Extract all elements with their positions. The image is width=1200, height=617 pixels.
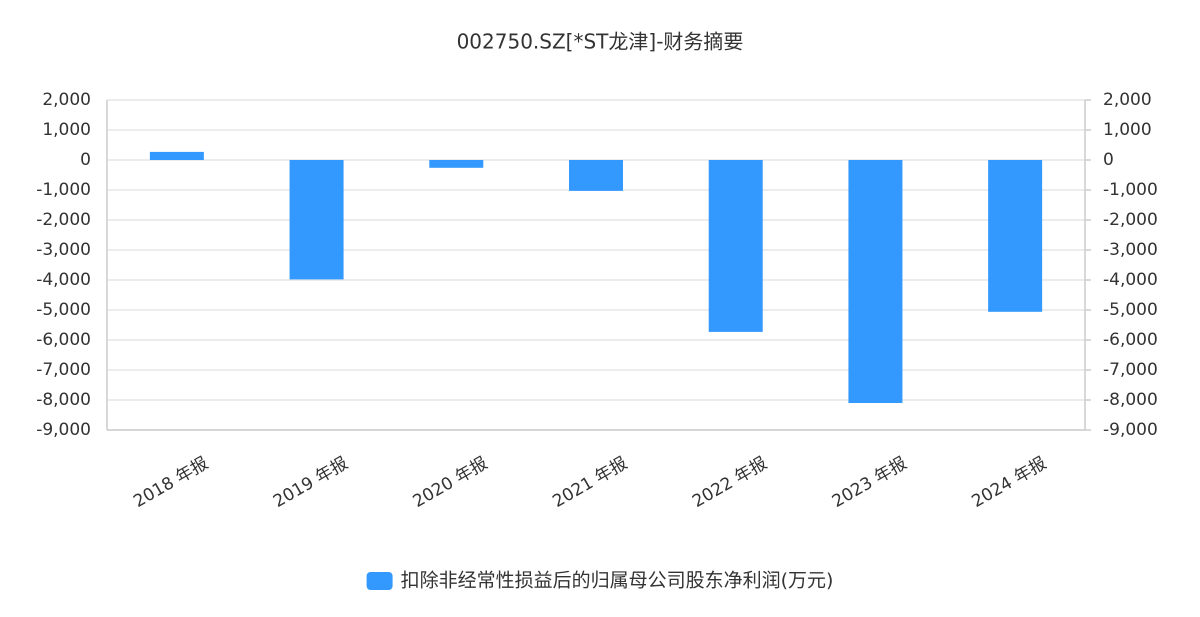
y-tick-label: -8,000 xyxy=(36,390,91,410)
y2-tick-label: 1,000 xyxy=(1103,120,1152,140)
legend-label: 扣除非经常性损益后的归属母公司股东净利润(万元) xyxy=(401,570,834,592)
y-tick-label: 1,000 xyxy=(42,120,91,140)
bar xyxy=(149,151,204,160)
bar xyxy=(569,160,623,191)
bar xyxy=(289,160,344,280)
y2-tick-label: -4,000 xyxy=(1103,270,1158,290)
bar xyxy=(848,160,903,403)
x-tick-label: 2022 年报 xyxy=(689,453,771,512)
y-tick-label: 2,000 xyxy=(42,90,91,110)
y2-tick-label: 2,000 xyxy=(1103,90,1152,110)
y2-tick-label: -7,000 xyxy=(1103,360,1158,380)
bar xyxy=(988,160,1043,312)
y2-tick-label: -3,000 xyxy=(1103,240,1158,260)
y-tick-label: -2,000 xyxy=(36,210,91,230)
y2-tick-label: -8,000 xyxy=(1103,390,1158,410)
x-tick-label: 2019 年报 xyxy=(270,453,352,512)
y-tick-label: -3,000 xyxy=(36,240,91,260)
y-tick-label: -5,000 xyxy=(36,300,91,320)
y2-tick-label: -5,000 xyxy=(1103,300,1158,320)
chart-title: 002750.SZ[*ST龙津]-财务摘要 xyxy=(457,30,744,54)
y-tick-label: -7,000 xyxy=(36,360,91,380)
bar xyxy=(708,160,763,332)
y-tick-label: -9,000 xyxy=(36,420,91,440)
bar xyxy=(429,160,484,168)
x-tick-label: 2018 年报 xyxy=(130,453,212,512)
y-tick-label: -6,000 xyxy=(36,330,91,350)
x-tick-label: 2024 年报 xyxy=(969,453,1051,512)
x-tick-label: 2021 年报 xyxy=(549,453,631,512)
y2-tick-label: -6,000 xyxy=(1103,330,1158,350)
x-tick-label: 2020 年报 xyxy=(410,453,492,512)
y2-tick-label: -9,000 xyxy=(1103,420,1158,440)
legend-swatch xyxy=(366,572,393,590)
y2-tick-label: -2,000 xyxy=(1103,210,1158,230)
y2-tick-label: -1,000 xyxy=(1103,180,1158,200)
y2-tick-label: 0 xyxy=(1103,150,1114,170)
y-tick-label: -1,000 xyxy=(36,180,91,200)
y-tick-label: -4,000 xyxy=(36,270,91,290)
x-tick-label: 2023 年报 xyxy=(829,453,911,512)
y-tick-label: 0 xyxy=(80,150,91,170)
